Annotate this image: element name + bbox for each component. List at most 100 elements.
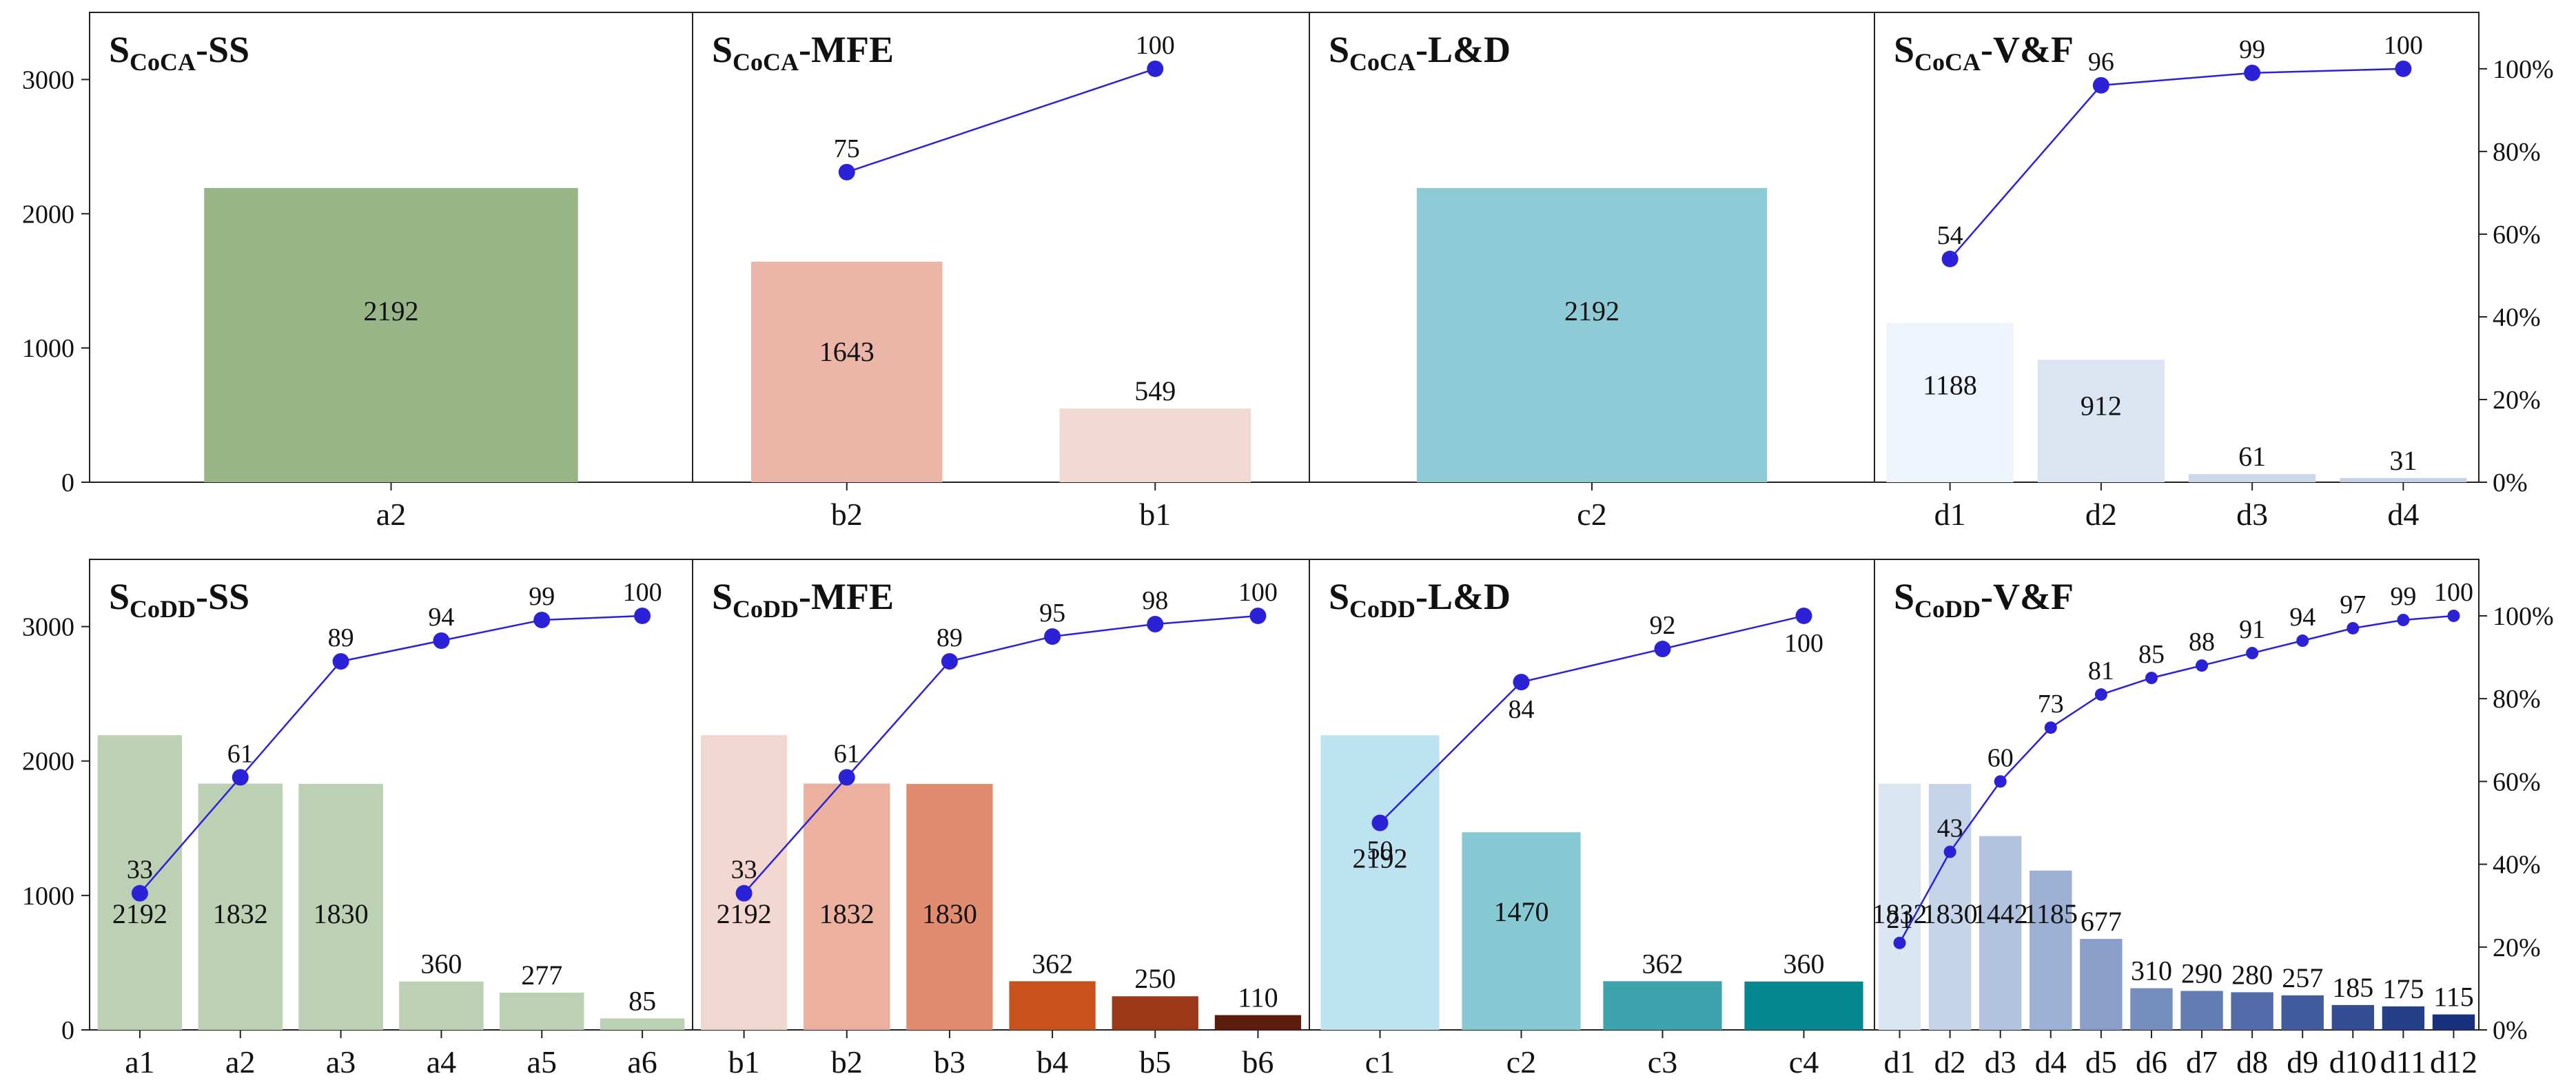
bar xyxy=(1462,832,1581,1030)
x-tick-label: b1 xyxy=(1139,497,1171,532)
cumulative-label: 94 xyxy=(2289,603,2316,632)
bar-value-label: 1832 xyxy=(1872,898,1928,929)
cumulative-point xyxy=(131,885,148,902)
cumulative-label: 96 xyxy=(2088,48,2114,76)
x-tick-label: a6 xyxy=(627,1044,657,1079)
bar xyxy=(1416,187,1768,482)
cumulative-label: 100 xyxy=(2434,578,2473,607)
x-tick-label: c2 xyxy=(1506,1044,1536,1079)
bar-value-label: 1442 xyxy=(1973,898,2028,929)
x-tick-label: c1 xyxy=(1365,1044,1395,1079)
cumulative-line xyxy=(1899,614,2454,944)
panel-title: SCoCA-MFE xyxy=(712,29,894,76)
y-tick-label: 1000 xyxy=(22,882,74,911)
y2-tick-label: 100% xyxy=(2493,55,2554,84)
bar-value-label: 1832 xyxy=(819,898,875,929)
cumulative-point xyxy=(735,885,753,902)
x-tick-label: b6 xyxy=(1242,1044,1274,1079)
x-tick-label: d2 xyxy=(1934,1044,1966,1079)
y2-tick-label: 40% xyxy=(2493,303,2541,332)
cumulative-point xyxy=(1044,628,1061,645)
x-tick-label: d11 xyxy=(2380,1044,2426,1079)
cumulative-point xyxy=(2447,609,2460,622)
cumulative-point xyxy=(941,653,958,670)
panel-title: SCoCA-SS xyxy=(109,29,249,76)
y-tick-label: 0 xyxy=(61,1016,74,1045)
y-tick-label: 3000 xyxy=(22,65,74,94)
cumulative-point xyxy=(2347,621,2360,634)
bar-value-label: 310 xyxy=(2131,955,2172,986)
x-tick-label: d10 xyxy=(2329,1044,2377,1079)
x-tick-label: d5 xyxy=(2085,1044,2117,1079)
bar-value-label: 360 xyxy=(420,949,462,980)
bar-value-label: 1830 xyxy=(1923,898,1978,929)
bar-value-label: 912 xyxy=(2081,390,2122,421)
bar xyxy=(2080,938,2123,1030)
bar-value-label: 1188 xyxy=(1923,370,1977,401)
bar xyxy=(1009,981,1096,1030)
panel-frame xyxy=(1874,559,2480,1031)
cumulative-point xyxy=(1795,607,1812,624)
cumulative-line xyxy=(1379,614,1804,824)
bar xyxy=(298,783,383,1030)
x-tick-label: b5 xyxy=(1139,1044,1171,1079)
bar xyxy=(198,783,283,1030)
bar xyxy=(1603,981,1722,1030)
x-tick-label: b3 xyxy=(934,1044,965,1079)
cumulative-label: 89 xyxy=(328,623,354,652)
cumulative-point xyxy=(2145,672,2158,685)
cumulative-label: 81 xyxy=(2088,657,2114,685)
cumulative-label: 100 xyxy=(1238,578,1278,607)
cumulative-point xyxy=(1513,674,1530,691)
bar xyxy=(2130,988,2173,1030)
bar xyxy=(1059,409,1251,482)
cumulative-line xyxy=(139,614,643,894)
x-tick-label: d6 xyxy=(2136,1044,2167,1079)
cumulative-label: 88 xyxy=(2189,628,2215,657)
cumulative-line xyxy=(1949,68,2404,260)
bar xyxy=(906,783,993,1030)
cumulative-label: 54 xyxy=(1937,221,1963,250)
cumulative-point xyxy=(2397,613,2410,626)
bar-value-label: 2192 xyxy=(364,296,419,327)
x-tick-label: b2 xyxy=(831,1044,863,1079)
cumulative-point xyxy=(2094,688,2107,701)
y2-tick-label: 60% xyxy=(2493,767,2541,796)
cumulative-label: 95 xyxy=(1039,599,1065,628)
cumulative-point xyxy=(1147,60,1164,77)
bar-value-label: 277 xyxy=(521,960,562,991)
bar xyxy=(1214,1015,1302,1030)
y-tick-label: 1000 xyxy=(22,334,74,363)
cumulative-label: 89 xyxy=(937,623,963,652)
panel-title: SCoDD-V&F xyxy=(1894,576,2074,623)
bar-value-label: 185 xyxy=(2332,972,2373,1003)
cumulative-label: 99 xyxy=(2239,35,2265,64)
bar-value-label: 2192 xyxy=(112,898,167,929)
x-tick-label: d1 xyxy=(1934,497,1966,532)
cumulative-label: 43 xyxy=(1937,814,1963,843)
bar-value-label: 1830 xyxy=(314,898,369,929)
cumulative-label: 60 xyxy=(1987,743,2014,772)
x-tick-label: a2 xyxy=(376,497,406,532)
cumulative-point xyxy=(2395,60,2412,77)
cumulative-point xyxy=(1994,775,2007,788)
bar xyxy=(204,187,578,482)
panel-title: SCoDD-MFE xyxy=(712,576,894,623)
cumulative-label: 75 xyxy=(834,134,860,163)
x-tick-label: d4 xyxy=(2387,497,2419,532)
cumulative-point xyxy=(1893,936,1906,949)
cumulative-point xyxy=(2092,76,2109,94)
x-tick-label: d8 xyxy=(2236,1044,2268,1079)
cumulative-label: 97 xyxy=(2340,590,2366,619)
bar-value-label: 362 xyxy=(1032,948,1073,979)
cumulative-point xyxy=(2196,659,2209,672)
bar-value-label: 61 xyxy=(2238,441,2266,472)
bar xyxy=(1744,981,1863,1030)
cumulative-label: 33 xyxy=(731,856,757,885)
cumulative-label: 21 xyxy=(1887,905,1913,934)
x-tick-label: d9 xyxy=(2287,1044,2318,1079)
bar-value-label: 31 xyxy=(2389,445,2417,476)
cumulative-point xyxy=(433,632,450,650)
panel-title: SCoCA-L&D xyxy=(1329,29,1511,76)
y2-tick-label: 40% xyxy=(2493,851,2541,880)
